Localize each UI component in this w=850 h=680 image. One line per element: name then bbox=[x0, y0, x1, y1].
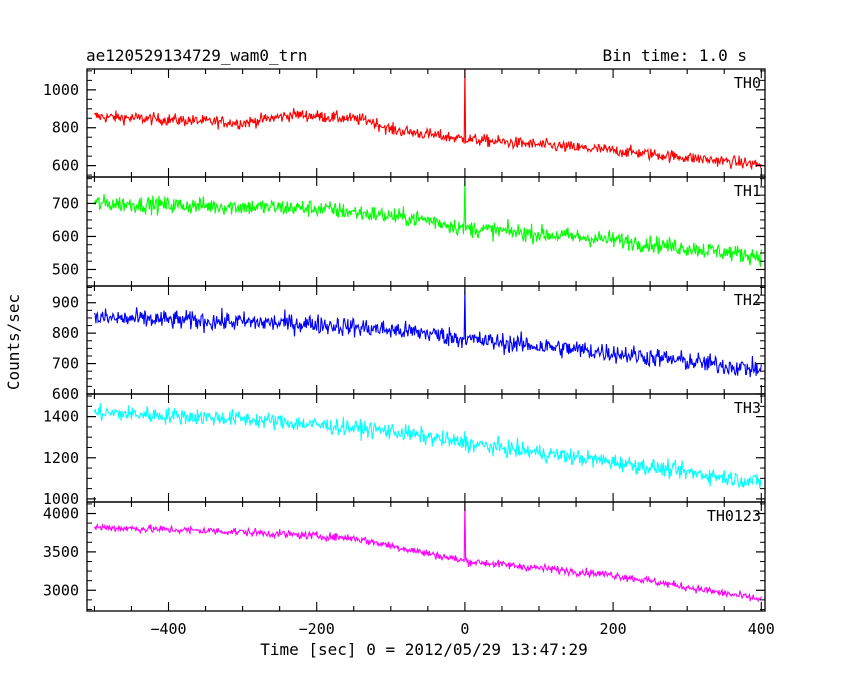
y-tick-label: 1400 bbox=[43, 408, 79, 426]
y-tick-label: 600 bbox=[52, 385, 79, 403]
x-tick-label: 200 bbox=[600, 620, 627, 638]
panel-label: TH0 bbox=[734, 74, 761, 92]
panel-label: TH2 bbox=[734, 291, 761, 309]
y-tick-label: 1200 bbox=[43, 449, 79, 467]
panel-frame bbox=[86, 501, 766, 612]
panel-th2: 600 700 800 900 TH2 bbox=[52, 285, 766, 403]
y-tick-label: 600 bbox=[52, 227, 79, 245]
x-tick-label: 400 bbox=[748, 620, 775, 638]
series-th1 bbox=[93, 178, 762, 267]
series-th0123 bbox=[93, 502, 762, 603]
panel-th0: 600 800 1000 TH0 bbox=[43, 68, 766, 178]
y-tick-label: 700 bbox=[52, 194, 79, 212]
x-tick-label: −400 bbox=[150, 620, 186, 638]
x-axis-label: Time [sec] 0 = 2012/05/29 13:47:29 bbox=[260, 640, 588, 659]
x-tick-label: −200 bbox=[299, 620, 335, 638]
y-tick-label: 800 bbox=[52, 324, 79, 342]
panel-frame bbox=[86, 393, 766, 503]
y-tick-label: 700 bbox=[52, 355, 79, 373]
y-tick-label: 800 bbox=[52, 119, 79, 137]
y-tick-label: 3500 bbox=[43, 543, 79, 561]
series-th3 bbox=[93, 403, 762, 490]
panel-frame bbox=[86, 68, 766, 178]
y-axis-label: Counts/sec bbox=[4, 294, 23, 390]
y-tick-label: 1000 bbox=[43, 490, 79, 508]
panel-label: TH1 bbox=[734, 182, 761, 200]
panel-th3: 1000 1200 1400 TH3 bbox=[43, 393, 766, 508]
panel-th0123: 3000 3500 4000 TH0123 bbox=[43, 501, 766, 612]
panel-frame bbox=[86, 176, 766, 287]
panel-label: TH0123 bbox=[707, 507, 761, 525]
y-tick-label: 4000 bbox=[43, 505, 79, 523]
y-tick-label: 500 bbox=[52, 260, 79, 278]
y-tick-label: 1000 bbox=[43, 81, 79, 99]
panels-group: 600 800 1000 TH0 500 600 700 TH1 600 700 800 900 TH2… bbox=[43, 68, 766, 612]
panel-label: TH3 bbox=[734, 399, 761, 417]
y-tick-label: 900 bbox=[52, 294, 79, 312]
panel-th1: 500 600 700 TH1 bbox=[52, 176, 766, 287]
series-th2 bbox=[93, 287, 762, 378]
x-tick-labels: −400 −200 0 200 400 bbox=[150, 620, 774, 638]
panel-frame bbox=[86, 285, 766, 395]
x-tick-label: 0 bbox=[460, 620, 469, 638]
chart-title: ae120529134729_wam0_trn bbox=[86, 46, 308, 65]
series-th0 bbox=[93, 69, 762, 171]
bin-time-label: Bin time: 1.0 s bbox=[603, 46, 748, 65]
y-tick-label: 600 bbox=[52, 157, 79, 175]
y-tick-label: 3000 bbox=[43, 581, 79, 599]
